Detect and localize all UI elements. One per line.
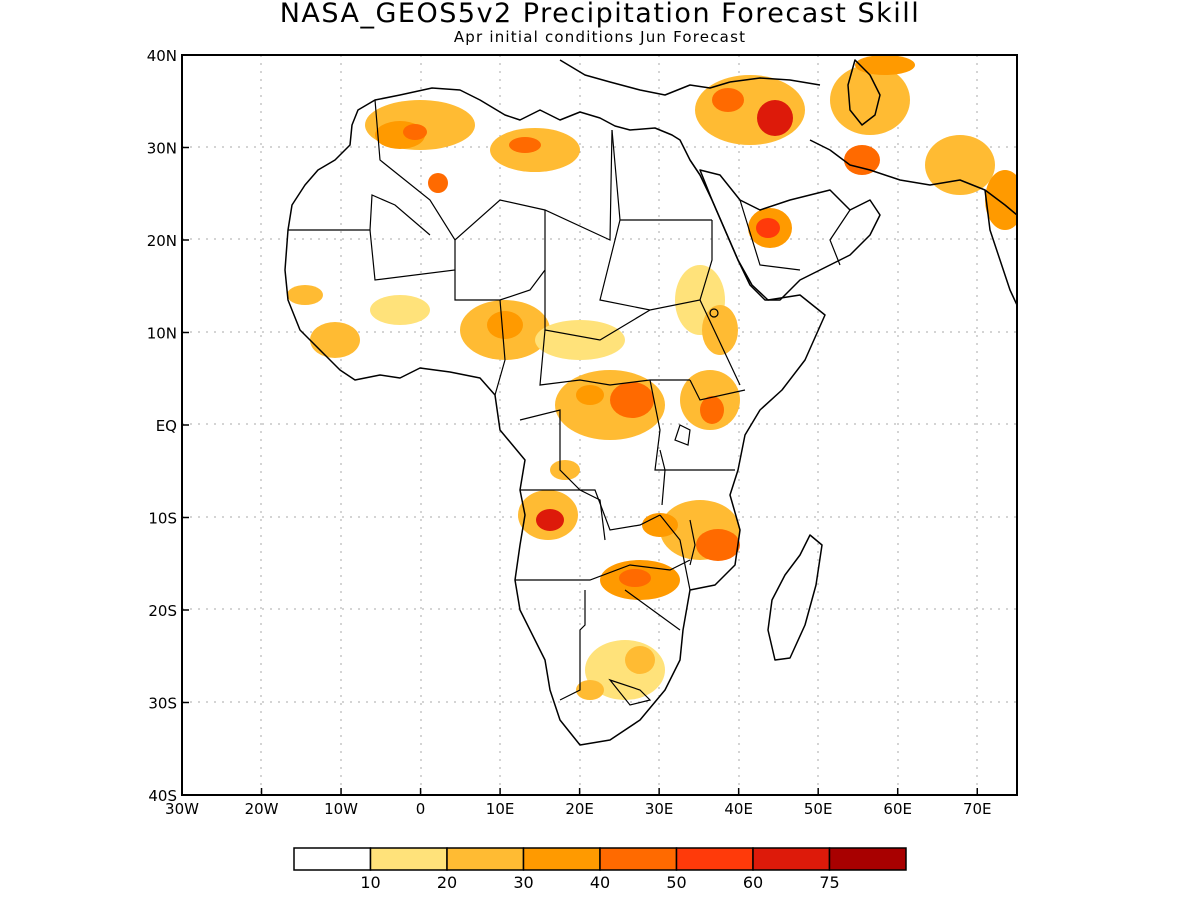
y-tick-label: EQ [156, 417, 177, 435]
x-tick-label: 20E [565, 800, 594, 818]
colorbar-label: 30 [513, 873, 533, 892]
colorbar-swatch [293, 847, 372, 871]
colorbar-label: 20 [437, 873, 457, 892]
colorbar-swatch [522, 847, 601, 871]
x-tick-label: 0 [416, 800, 426, 818]
x-tick-label: 10E [486, 800, 515, 818]
x-tick-label: 60E [883, 800, 912, 818]
colorbar-swatch [828, 847, 907, 871]
country-borders [288, 99, 851, 706]
x-tick-label: 30W [165, 800, 199, 818]
coastlines [284, 59, 1017, 746]
colorbar-label: 50 [666, 873, 686, 892]
y-tick-label: 30S [148, 695, 177, 713]
map-title: NASA_GEOS5v2 Precipitation Forecast Skil… [279, 0, 921, 29]
colorbar-label: 40 [590, 873, 610, 892]
y-tick-label: 40N [147, 47, 177, 65]
y-axis: 40S 30S 20S 10S EQ 10N 20N 30N 40N [147, 47, 189, 805]
x-axis: 30W 20W 10W 0 10E 20E 30E 40E 50E 60E 70E [165, 788, 992, 818]
x-tick-label: 70E [963, 800, 992, 818]
x-tick-label: 30E [645, 800, 674, 818]
y-tick-label: 40S [148, 787, 177, 805]
colorbar-label: 60 [743, 873, 763, 892]
x-tick-label: 20W [245, 800, 279, 818]
colorbar-swatch [369, 847, 448, 871]
colorbar-label: 75 [819, 873, 839, 892]
y-tick-label: 20S [148, 602, 177, 620]
colorbar-swatch [446, 847, 525, 871]
x-tick-label: 40E [724, 800, 753, 818]
skill-shading [287, 55, 1017, 700]
x-tick-label: 10W [324, 800, 358, 818]
colorbar-swatch [599, 847, 678, 871]
colorbar-label: 10 [360, 873, 380, 892]
x-tick-label: 50E [804, 800, 833, 818]
y-tick-label: 10S [148, 510, 177, 528]
lakes [659, 308, 719, 566]
y-tick-label: 20N [147, 232, 177, 250]
colorbar: 10 20 30 40 50 60 75 [293, 847, 907, 892]
map-subtitle: Apr initial conditions Jun Forecast [453, 28, 747, 46]
y-tick-label: 30N [147, 140, 177, 158]
y-tick-label: 10N [147, 325, 177, 343]
colorbar-swatch [675, 847, 754, 871]
colorbar-swatch [752, 847, 831, 871]
